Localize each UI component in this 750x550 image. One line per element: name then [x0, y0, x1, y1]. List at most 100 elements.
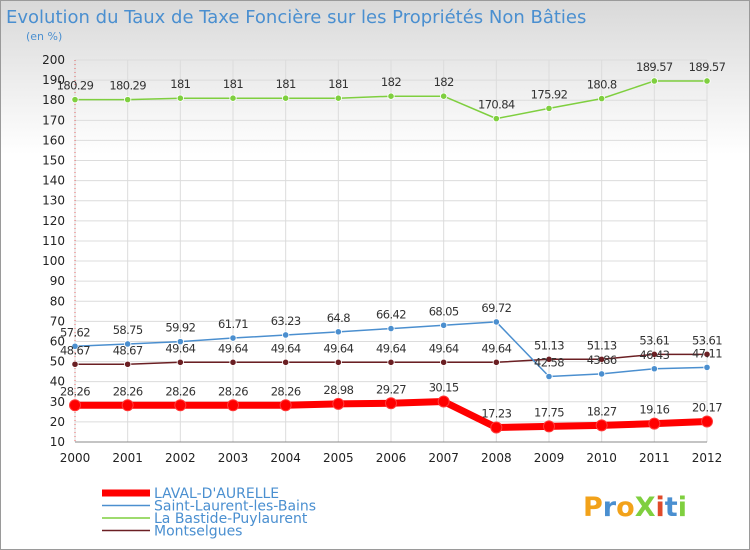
data-label: 17.75	[534, 405, 564, 419]
data-point	[598, 355, 606, 363]
chart-title: Evolution du Taux de Taxe Foncière sur l…	[6, 7, 586, 28]
data-label: 66.42	[376, 308, 406, 322]
logo-letter: X	[635, 492, 656, 523]
x-tick-label: 2010	[586, 451, 617, 465]
logo-letter: i	[678, 492, 687, 523]
data-point	[440, 92, 448, 100]
data-point	[229, 358, 237, 366]
data-label: 63.23	[271, 314, 301, 328]
y-tick-label: 180	[42, 93, 65, 107]
data-label: 28.26	[165, 384, 195, 398]
y-tick-label: 20	[50, 415, 65, 429]
data-label: 49.64	[165, 341, 195, 355]
y-tick-label: 50	[50, 355, 65, 369]
data-label: 68.05	[429, 304, 459, 318]
data-point	[124, 360, 132, 368]
legend-label: LAVAL-D'AURELLE	[154, 486, 279, 502]
data-point	[492, 318, 500, 326]
chart-subtitle: (en %)	[26, 30, 62, 43]
data-point	[387, 92, 395, 100]
data-point	[387, 324, 395, 333]
data-label: 189.57	[636, 60, 673, 74]
axes: 10 20 30 40 50 60 70 80 90 100 110 120 130 140 150 160 1…	[42, 53, 722, 465]
data-label: 49.64	[323, 341, 353, 355]
data-point	[282, 358, 290, 366]
y-tick-label: 140	[42, 174, 65, 188]
x-tick-label: 2012	[692, 451, 723, 465]
x-tick-label: 2007	[428, 451, 459, 465]
data-label: 59.92	[165, 321, 195, 335]
data-point	[545, 372, 553, 381]
data-point	[229, 334, 237, 342]
logo-letter: r	[603, 492, 617, 523]
data-label: 57.62	[60, 325, 90, 339]
data-point	[595, 419, 608, 432]
data-point	[71, 360, 79, 368]
data-point	[492, 115, 500, 123]
y-tick-label: 60	[50, 334, 65, 348]
data-point	[71, 342, 79, 350]
y-tick-label: 70	[50, 314, 65, 328]
y-tick-label: 30	[50, 395, 65, 409]
data-label: 170.84	[478, 98, 515, 112]
data-point	[545, 104, 553, 113]
data-point	[334, 328, 342, 336]
data-point	[703, 363, 711, 371]
legend-label: La Bastide-Puylaurent	[154, 511, 308, 527]
data-label: 48.67	[60, 343, 90, 357]
data-point	[229, 94, 237, 102]
logo-letter: t	[665, 492, 678, 523]
x-tick-label: 2006	[376, 451, 407, 465]
data-point	[440, 358, 448, 366]
data-label: 53.61	[692, 333, 722, 347]
series	[69, 77, 713, 434]
data-label: 58.75	[113, 323, 143, 337]
data-label: 180.29	[57, 79, 94, 93]
data-point	[174, 399, 187, 412]
x-tick-label: 2009	[534, 451, 565, 465]
data-point	[71, 96, 79, 104]
y-tick-label: 190	[42, 73, 65, 87]
data-point	[334, 94, 342, 102]
data-label: 69.72	[481, 301, 511, 315]
proxiti-logo: ProXiti	[583, 492, 687, 523]
logo-letter: o	[616, 492, 635, 523]
y-tick-label: 170	[42, 113, 65, 127]
y-tick-label: 10	[50, 435, 65, 449]
data-point	[176, 338, 184, 346]
data-point	[227, 399, 239, 412]
data-label: 51.13	[587, 338, 617, 352]
data-point	[437, 395, 450, 408]
legend-label: Montselgues	[154, 524, 242, 540]
data-point	[332, 397, 345, 410]
y-tick-label: 200	[42, 53, 65, 67]
data-point	[701, 415, 713, 428]
data-label: 180.29	[109, 79, 146, 93]
data-label: 18.27	[587, 404, 617, 418]
x-tick-label: 2002	[165, 451, 196, 465]
data-label: 47.11	[692, 346, 722, 360]
y-tick-label: 90	[50, 274, 65, 288]
x-tick-label: 2001	[112, 451, 143, 465]
data-point	[279, 399, 292, 412]
data-label: 46.43	[639, 348, 669, 362]
x-tick-label: 2008	[481, 451, 512, 465]
data-point	[598, 95, 606, 103]
y-tick-label: 100	[42, 254, 65, 268]
y-tick-label: 120	[42, 214, 65, 228]
data-point	[176, 94, 184, 102]
data-label: 28.26	[60, 384, 90, 398]
data-label: 19.16	[639, 403, 669, 417]
data-label: 42.58	[534, 355, 564, 369]
y-tick-label: 160	[42, 133, 65, 147]
data-label: 181	[328, 77, 348, 91]
data-label: 49.64	[376, 341, 406, 355]
data-point	[121, 399, 134, 412]
data-label: 182	[381, 75, 401, 89]
data-label: 181	[170, 77, 190, 91]
x-tick-label: 2011	[639, 451, 670, 465]
data-label: 20.17	[692, 401, 722, 415]
y-tick-label: 130	[42, 194, 65, 208]
